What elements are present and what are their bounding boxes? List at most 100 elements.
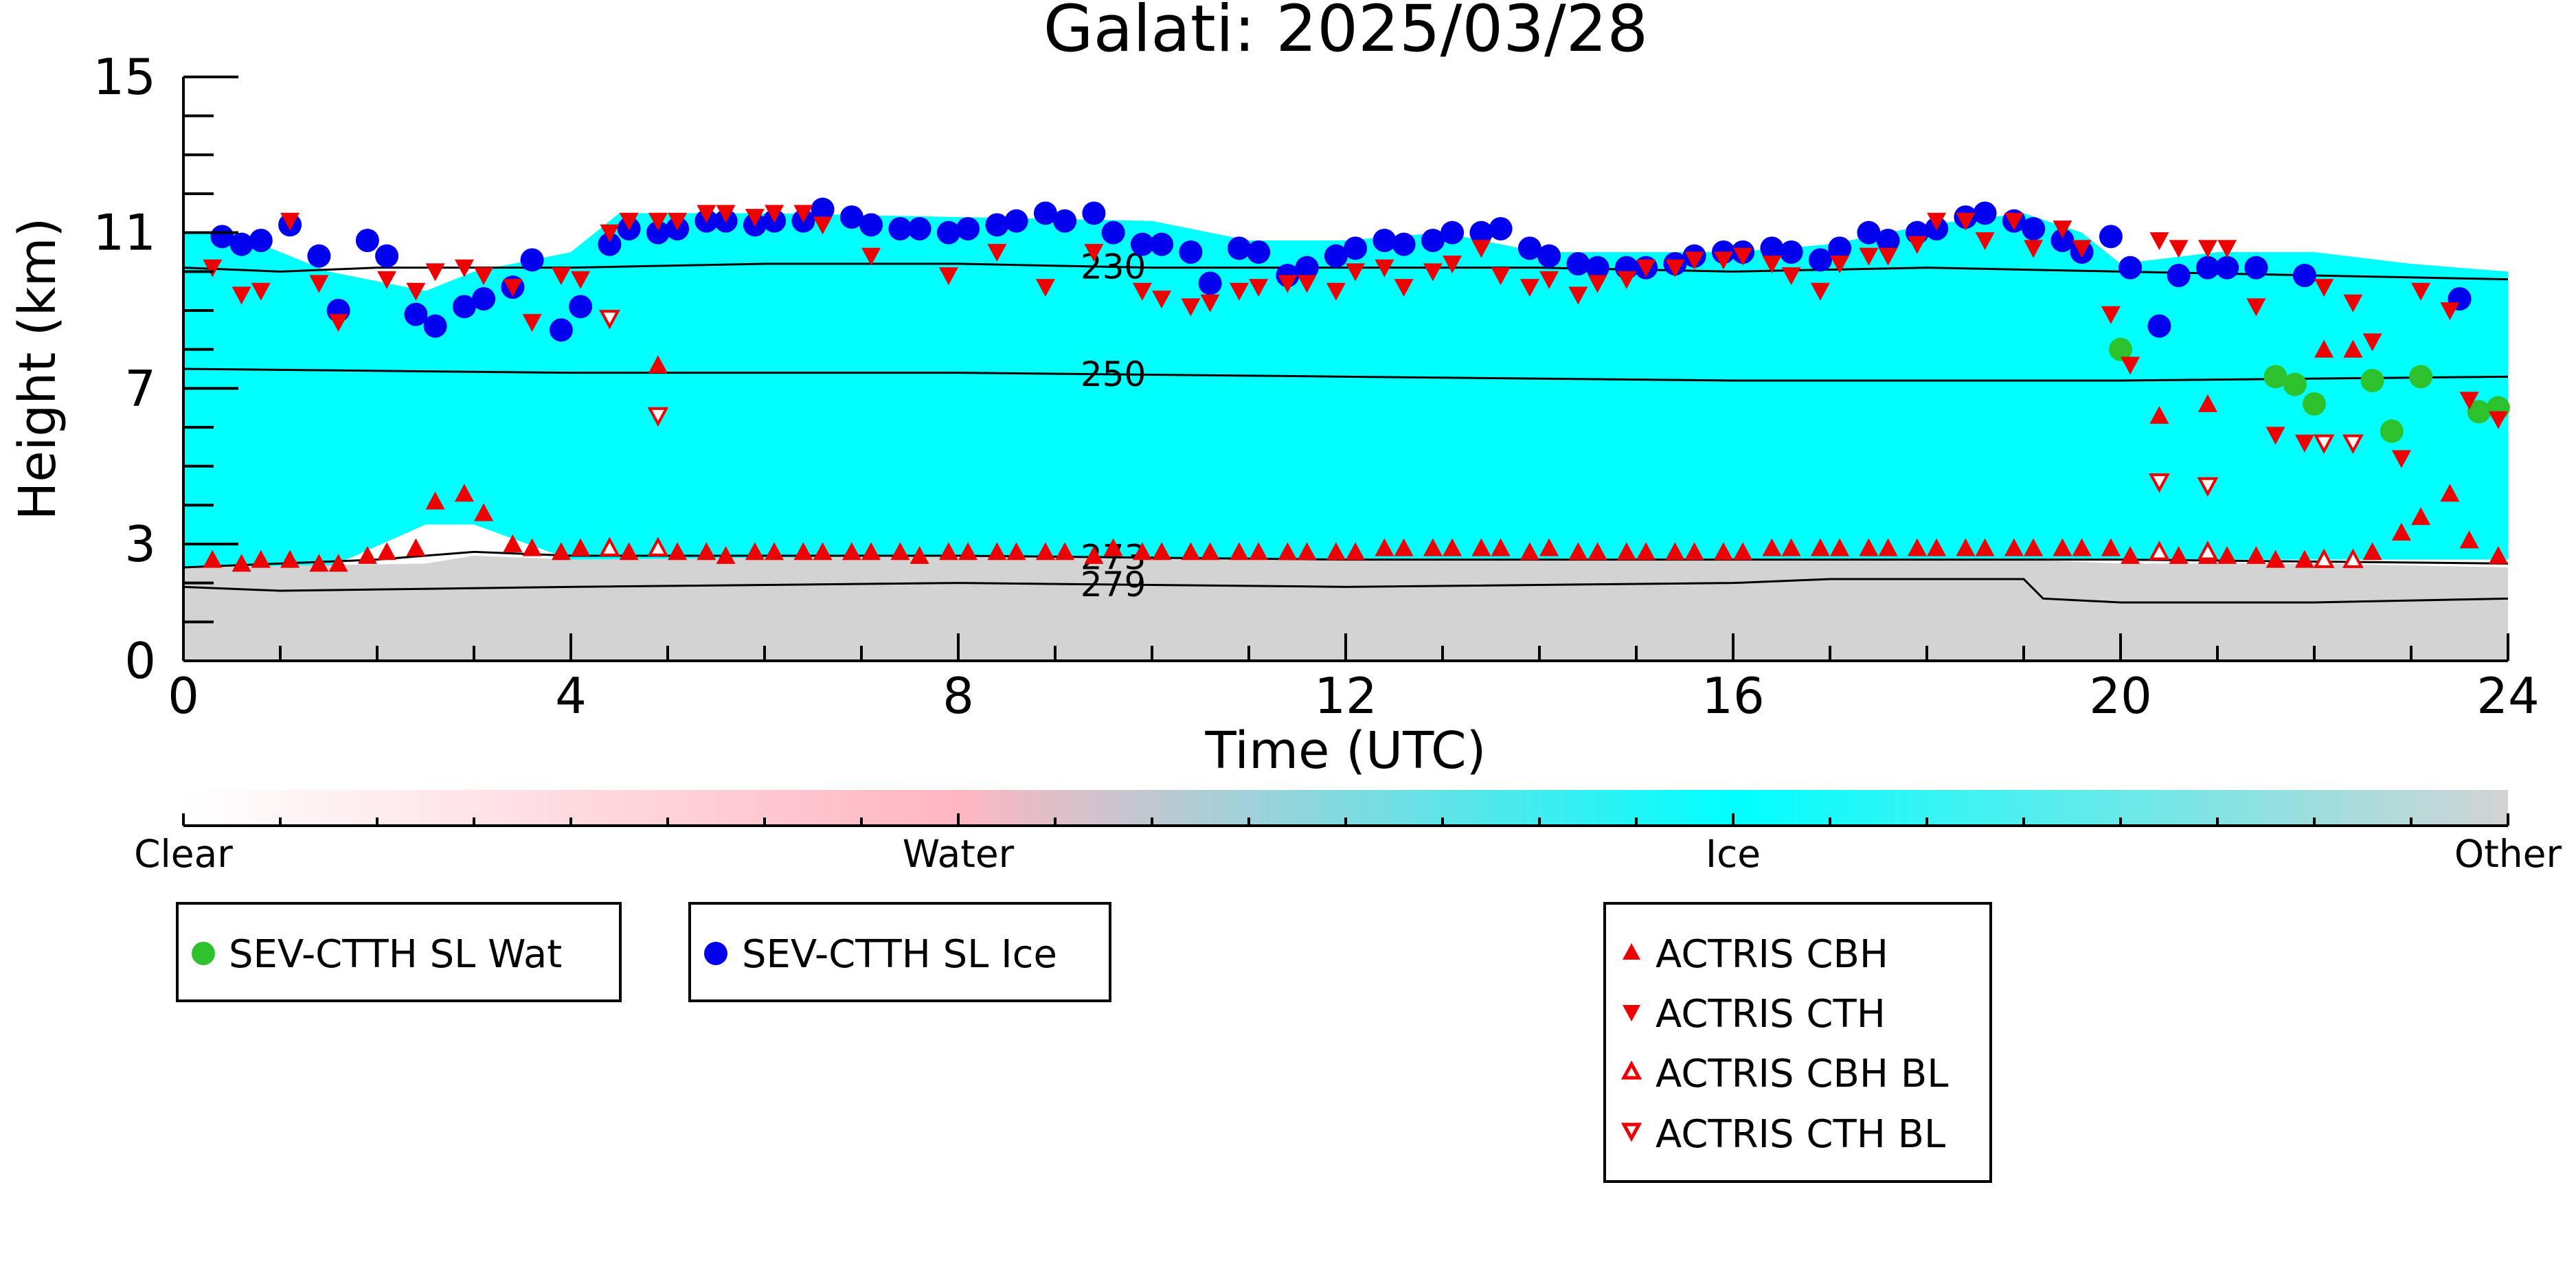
y-tick-label: 0 xyxy=(124,632,156,690)
legend-label-actris-cbh: ACTRIS CBH xyxy=(1656,932,1888,977)
point-actris-cbh xyxy=(987,542,1007,561)
point-actris-cbh xyxy=(1810,538,1830,556)
point-actris-cbh xyxy=(1830,538,1850,556)
point-actris-cbh xyxy=(1539,538,1559,556)
point-actris-cbh xyxy=(1975,538,1995,556)
point-actris-cth xyxy=(2362,333,2382,352)
point-actris-cth xyxy=(2121,357,2140,375)
point-actris-cth xyxy=(619,212,639,231)
x-tick-label: 4 xyxy=(555,667,587,725)
point-actris-cbh xyxy=(454,484,474,502)
point-actris-cth xyxy=(2004,212,2024,231)
data-markers xyxy=(203,197,2510,572)
point-actris-cbh-bl xyxy=(599,536,620,556)
point-actris-cbh xyxy=(1181,542,1201,561)
point-actris-cbh xyxy=(522,538,542,556)
legend-sev-wat: SEV-CTTH SL Wat xyxy=(176,902,622,1002)
x-tick-label: 16 xyxy=(1702,667,1765,725)
point-sev-ctth-sl-ice xyxy=(1828,236,1852,260)
point-actris-cth xyxy=(1878,247,1898,266)
point-actris-cth xyxy=(1684,251,1704,270)
plot-background xyxy=(183,213,2508,661)
point-actris-cbh xyxy=(2197,394,2217,412)
point-actris-cth xyxy=(987,244,1007,262)
area-cloud-ice xyxy=(183,213,2508,567)
point-actris-cth xyxy=(571,271,591,289)
point-sev-ctth-sl-ice xyxy=(2119,256,2143,280)
point-actris-cth xyxy=(765,205,784,223)
point-actris-cbh xyxy=(309,554,329,572)
point-actris-cth xyxy=(1733,247,1753,266)
legend-box xyxy=(176,902,622,1002)
contour-230 xyxy=(183,262,2508,281)
point-sev-ctth-sl-ice xyxy=(307,244,331,268)
point-actris-cth xyxy=(406,282,426,301)
point-actris-cth-bl xyxy=(647,407,669,427)
contour-label-279: 279 xyxy=(1081,565,1146,605)
point-sev-ctth-sl-ice xyxy=(1130,232,1154,256)
point-actris-cth xyxy=(2440,302,2460,320)
point-actris-cbh xyxy=(697,542,716,561)
point-actris-cbh xyxy=(1278,542,1298,561)
point-actris-cth xyxy=(1346,263,1366,282)
point-actris-cth xyxy=(1636,259,1656,278)
point-actris-cth xyxy=(2246,298,2266,317)
point-actris-cth xyxy=(1665,259,1685,278)
point-actris-cbh xyxy=(1665,542,1685,561)
point-actris-cth xyxy=(793,205,813,223)
point-actris-cth-bl xyxy=(2313,434,2335,454)
point-actris-cth xyxy=(1713,251,1733,270)
point-sev-ctth-sl-ice xyxy=(2050,229,2075,252)
point-actris-cth xyxy=(377,271,397,289)
point-sev-ctth-sl-ice xyxy=(1469,221,1493,245)
point-actris-cth xyxy=(1394,279,1414,297)
point-actris-cbh xyxy=(1616,542,1636,561)
point-actris-cbh xyxy=(357,546,377,564)
point-actris-cbh xyxy=(2004,538,2024,556)
point-actris-cbh-bl xyxy=(2342,548,2364,568)
axis-ticks: 0 4 8 12 16 20 24 0 3 7 11 15 xyxy=(93,48,2539,725)
point-actris-cbh xyxy=(1568,542,1588,561)
point-actris-cbh xyxy=(1443,538,1462,556)
point-actris-cbh xyxy=(1713,542,1733,561)
point-actris-cbh xyxy=(716,546,736,564)
point-actris-cbh xyxy=(1346,542,1366,561)
point-actris-cth xyxy=(2411,282,2431,301)
point-sev-ctth-sl-ice xyxy=(1082,201,1106,225)
point-sev-ctth-sl-ice xyxy=(423,314,447,338)
legend-marker-actris-cth-bl xyxy=(1620,1122,1642,1142)
point-sev-ctth-sl-ice xyxy=(1198,271,1222,295)
point-actris-cth xyxy=(1084,244,1104,262)
point-actris-cth xyxy=(1781,267,1801,285)
point-actris-cbh xyxy=(1103,538,1123,556)
colorbar-label-ice: Ice xyxy=(1706,832,1761,876)
point-actris-cth xyxy=(280,212,300,231)
point-actris-cth xyxy=(668,212,688,231)
point-actris-cbh xyxy=(1878,538,1898,556)
legend-actris: ACTRIS CBH ACTRIS CTH ACTRIS CBH BL ACTR… xyxy=(1603,902,1992,1183)
point-sev-ctth-sl-ice xyxy=(2292,264,2316,287)
point-actris-cbh xyxy=(909,546,929,564)
point-actris-cth xyxy=(1152,291,1172,308)
point-sev-ctth-sl-ice xyxy=(404,302,428,326)
legend-marker-actris-cbh xyxy=(1623,943,1640,960)
point-actris-cbh xyxy=(2459,530,2479,549)
point-sev-ctth-sl-ice xyxy=(839,205,863,229)
point-actris-cbh xyxy=(377,542,397,561)
point-sev-ctth-sl-ice xyxy=(1101,221,1125,245)
point-actris-cth xyxy=(716,205,736,223)
point-actris-cbh xyxy=(2121,546,2140,564)
point-actris-cth xyxy=(1762,256,1782,273)
point-actris-cbh xyxy=(2362,542,2382,561)
point-sev-ctth-sl-ice xyxy=(1150,232,1174,256)
point-sev-ctth-sl-wat xyxy=(2283,372,2307,396)
point-actris-cth-bl xyxy=(599,310,620,330)
y-axis-label: Height (km) xyxy=(8,218,67,521)
point-sev-ctth-sl-ice xyxy=(859,213,883,237)
point-actris-cbh-bl xyxy=(2149,541,2170,561)
point-actris-cbh xyxy=(938,542,958,561)
point-actris-cbh xyxy=(551,542,571,561)
point-actris-cbh xyxy=(1326,542,1346,561)
y-tick-label: 3 xyxy=(124,515,156,573)
